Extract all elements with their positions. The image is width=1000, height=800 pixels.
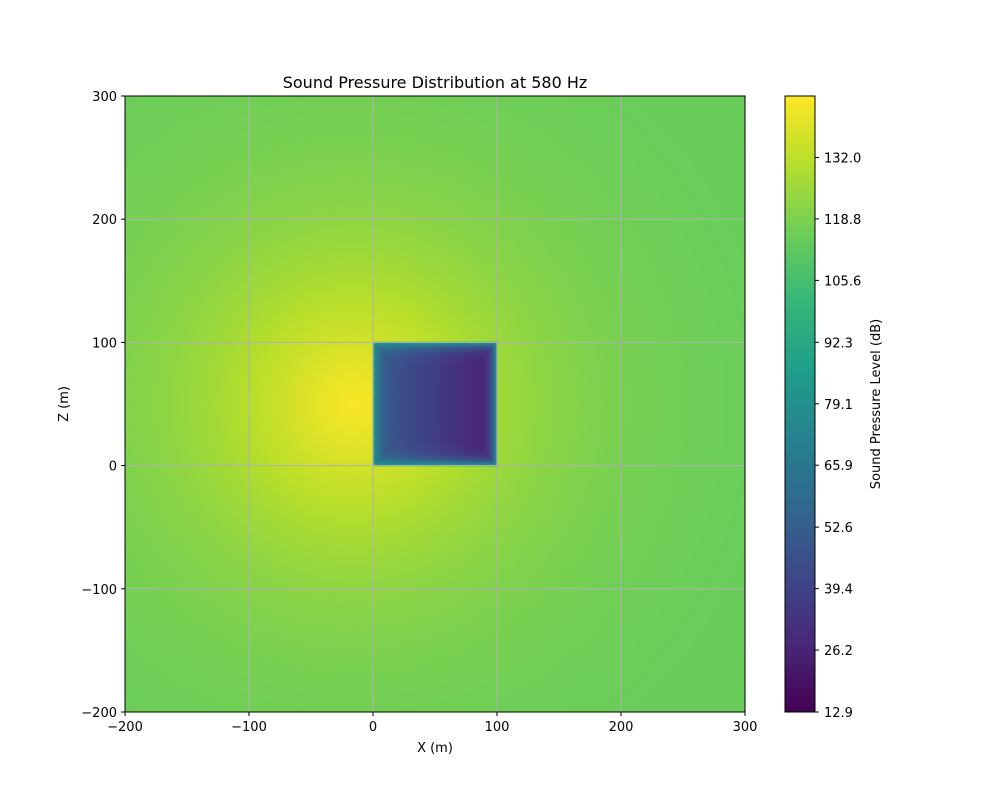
colorbar-tick-label: 26.2 (824, 644, 853, 659)
colorbar-tick-label: 92.3 (824, 336, 853, 351)
colorbar-tick-label: 132.0 (824, 151, 861, 166)
x-tick-label: −200 (107, 720, 143, 735)
y-tick-label: −100 (81, 583, 117, 598)
colorbar-ticks: 12.9 26.2 39.4 52.6 65.9 79.1 92.3 105.6 118.8 13… (815, 151, 861, 721)
heatmap-plot-area (125, 96, 745, 712)
x-tick-label: 100 (485, 720, 510, 735)
x-axis-label: X (m) (417, 741, 453, 756)
colorbar-tick-label: 65.9 (824, 459, 853, 474)
colorbar-tick-label: 12.9 (824, 706, 853, 721)
y-tick-label: 200 (92, 213, 117, 228)
y-axis-label: Z (m) (57, 386, 72, 422)
x-tick-label: −100 (231, 720, 267, 735)
y-tick-label: −200 (81, 706, 117, 721)
colorbar-tick-label: 105.6 (824, 274, 861, 289)
sound-pressure-heatmap (125, 96, 745, 712)
y-tick-label: 100 (92, 336, 117, 351)
plot-frame (124, 95, 746, 713)
y-tick-label: 300 (92, 90, 117, 105)
colorbar-tick-label: 79.1 (824, 398, 853, 413)
x-tick-label: 200 (609, 720, 634, 735)
colorbar-label: Sound Pressure Level (dB) (869, 319, 884, 489)
colorbar-gradient (784, 95, 816, 713)
colorbar: 12.9 26.2 39.4 52.6 65.9 79.1 92.3 105.6 118.8 13… (784, 95, 884, 721)
chart-title: Sound Pressure Distribution at 580 Hz (283, 73, 588, 92)
y-axis-ticks: −200 −100 0 100 200 300 (81, 90, 125, 721)
y-tick-label: 0 (109, 460, 117, 475)
colorbar-tick-label: 39.4 (824, 583, 853, 598)
x-axis-ticks: −200 −100 0 100 200 300 (107, 712, 757, 735)
x-tick-label: 300 (733, 720, 758, 735)
x-tick-label: 0 (369, 720, 377, 735)
colorbar-tick-label: 118.8 (824, 213, 861, 228)
colorbar-tick-label: 52.6 (824, 521, 853, 536)
